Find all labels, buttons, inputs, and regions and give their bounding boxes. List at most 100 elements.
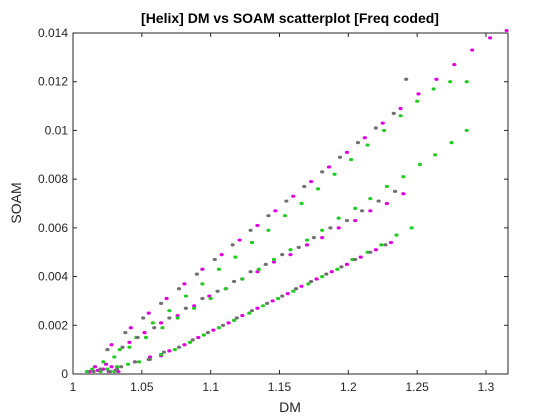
data-point (309, 279, 314, 284)
data-point (240, 277, 245, 281)
data-point (112, 369, 117, 374)
data-point (291, 289, 296, 293)
data-point (190, 338, 195, 342)
data-point (415, 99, 420, 103)
data-point (401, 192, 406, 196)
y-tick-label: 0.01 (45, 123, 69, 137)
data-point (299, 284, 304, 288)
data-point (136, 360, 142, 364)
data-point (223, 287, 228, 291)
data-point (288, 248, 293, 252)
x-tick-label: 1.05 (130, 380, 154, 394)
data-point (127, 345, 132, 349)
data-point (488, 36, 493, 40)
data-point (231, 318, 237, 323)
data-point (128, 326, 133, 330)
data-point (152, 326, 157, 330)
data-point (404, 77, 409, 81)
data-point (388, 240, 394, 245)
data-point (255, 306, 260, 310)
data-point (470, 48, 475, 52)
y-axis: 0 0.002 0.004 0.006 0.008 0.01 0.012 0.014 (38, 26, 508, 381)
data-point (401, 175, 406, 179)
data-point (393, 189, 398, 193)
data-point (92, 365, 98, 369)
data-point (382, 128, 387, 133)
data-point (249, 240, 255, 245)
data-point (114, 367, 120, 371)
x-tick-label: 1.15 (268, 380, 292, 394)
data-point (380, 121, 385, 125)
data-point (270, 299, 275, 303)
y-tick-label: 0.006 (38, 221, 68, 235)
data-point (416, 92, 421, 96)
data-point (220, 323, 226, 327)
data-point (384, 184, 389, 189)
data-point (117, 348, 122, 352)
axes-box (72, 32, 509, 375)
data-point (339, 265, 344, 269)
data-point (159, 301, 164, 305)
data-point (211, 328, 216, 332)
data-point (409, 226, 414, 230)
data-point (105, 348, 110, 352)
data-point (373, 126, 378, 130)
data-point (271, 260, 277, 264)
data-point (265, 301, 270, 305)
data-point (358, 255, 363, 259)
data-point (449, 141, 454, 145)
points-layer (84, 28, 509, 374)
data-point (384, 201, 389, 206)
data-point (146, 357, 151, 361)
data-point (119, 365, 124, 369)
data-point (207, 294, 212, 298)
data-point (320, 236, 325, 240)
y-tick-label: 0.014 (38, 26, 68, 40)
data-point (208, 296, 213, 301)
data-point (91, 369, 96, 374)
data-point (332, 172, 337, 176)
data-point (329, 270, 334, 274)
data-point (98, 367, 103, 371)
data-point (368, 209, 373, 213)
y-tick-label: 0.008 (38, 172, 68, 186)
data-point (146, 311, 151, 315)
data-point (255, 270, 260, 274)
data-point (379, 243, 384, 247)
data-point (255, 223, 260, 228)
data-point (348, 158, 354, 162)
data-point (320, 228, 325, 232)
data-point (320, 274, 325, 279)
data-point (432, 153, 438, 157)
data-point (249, 309, 255, 313)
x-axis-label: DM (279, 399, 301, 415)
data-point (248, 228, 253, 232)
data-point (504, 28, 509, 33)
data-point (362, 136, 367, 140)
data-point (135, 335, 140, 340)
data-point (280, 253, 285, 257)
data-point (161, 350, 166, 354)
data-point (212, 257, 217, 262)
data-point (256, 267, 261, 271)
data-point (101, 360, 106, 364)
data-point (353, 206, 358, 210)
data-point (344, 262, 350, 266)
data-point (108, 369, 113, 374)
data-point (434, 77, 439, 81)
data-point (284, 199, 289, 203)
data-point (175, 313, 180, 318)
data-point (309, 179, 314, 184)
data-point (167, 309, 172, 313)
data-point (84, 369, 89, 374)
data-point (160, 326, 165, 330)
y-tick-label: 0.002 (38, 318, 68, 332)
y-tick-label: 0.012 (38, 75, 68, 89)
data-point (464, 128, 469, 133)
data-point (398, 106, 403, 111)
data-point (260, 304, 266, 308)
data-point (167, 316, 172, 320)
data-point (167, 349, 172, 353)
data-point (391, 111, 396, 115)
data-point (132, 360, 138, 364)
